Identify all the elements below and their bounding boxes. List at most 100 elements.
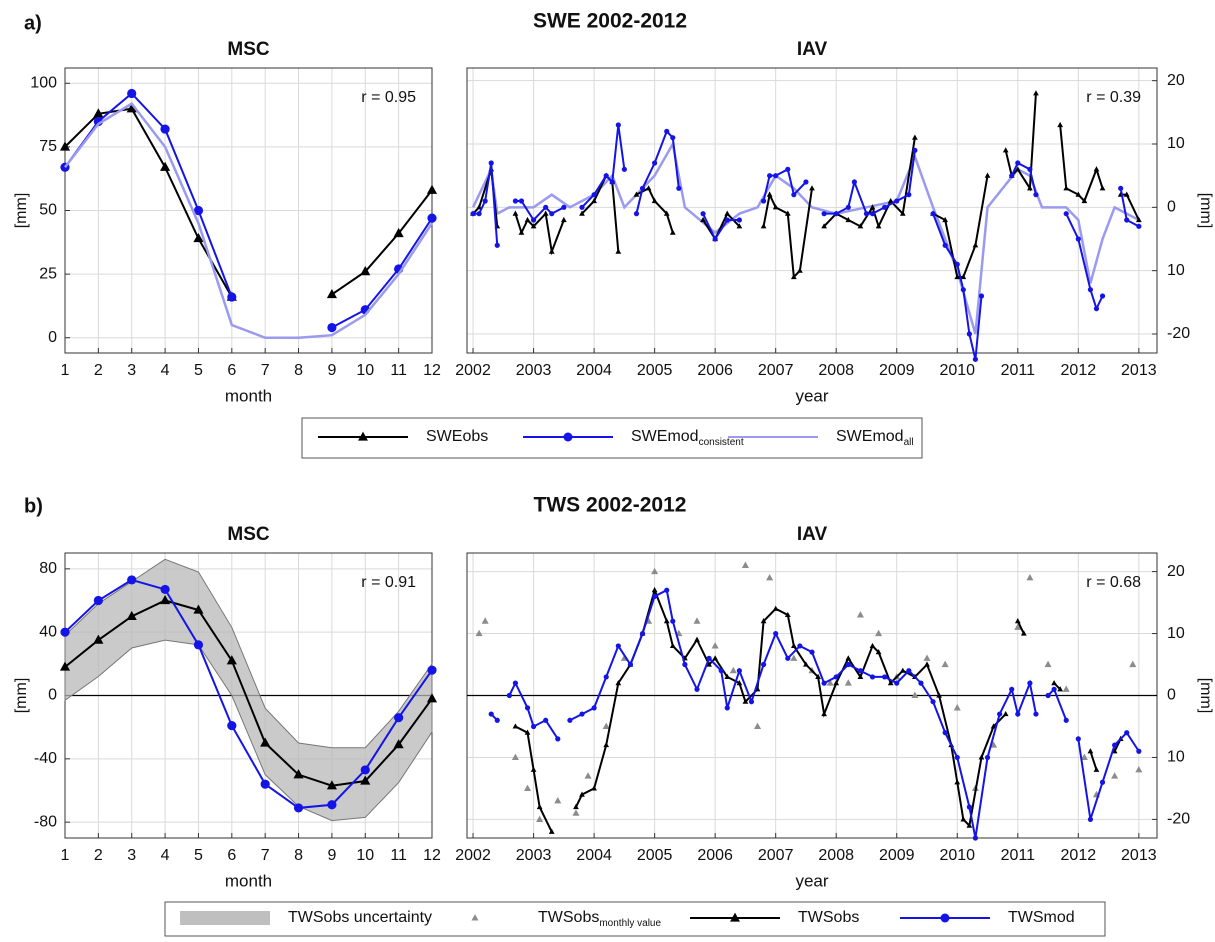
point <box>393 227 404 238</box>
point <box>942 242 948 248</box>
point <box>882 204 888 210</box>
x-axis-label: year <box>795 386 828 405</box>
point <box>670 135 676 141</box>
point <box>560 216 567 223</box>
point <box>193 232 204 243</box>
point <box>127 575 137 585</box>
point <box>966 331 972 337</box>
point <box>591 785 597 791</box>
legend-label: TWSobsmonthly value <box>538 909 661 928</box>
point <box>724 217 730 223</box>
point <box>1093 766 1100 772</box>
point <box>160 584 170 595</box>
point <box>260 779 270 789</box>
y-axis-label: [mm] <box>13 193 30 229</box>
point <box>729 666 737 674</box>
x-tick-label: 2010 <box>939 847 975 864</box>
point <box>524 729 531 735</box>
point <box>784 210 791 216</box>
point <box>579 791 585 797</box>
y-tick-label: -20 <box>1167 811 1190 828</box>
point <box>602 722 610 730</box>
x-tick-label: 9 <box>327 362 336 379</box>
point <box>736 223 743 229</box>
point <box>126 103 137 113</box>
point <box>1063 185 1070 191</box>
point <box>1118 185 1124 191</box>
point <box>651 197 658 204</box>
point <box>488 160 494 166</box>
point <box>676 185 682 191</box>
point <box>760 661 767 668</box>
plot-area <box>59 558 438 822</box>
point <box>591 705 597 711</box>
point <box>790 273 797 280</box>
y-tick-label: 0 <box>1167 687 1176 704</box>
legend-label: SWEobs <box>426 428 488 445</box>
point <box>1014 166 1021 172</box>
point <box>748 699 755 705</box>
legend-label: TWSobs <box>798 909 859 926</box>
legend-label: TWSobs uncertainty <box>288 909 432 926</box>
y-tick-label: 100 <box>30 74 57 91</box>
point <box>664 128 670 134</box>
x-tick-label: 2007 <box>758 847 794 864</box>
point <box>326 288 337 299</box>
plot-area <box>475 561 1143 841</box>
x-tick-label: 2009 <box>879 362 915 379</box>
point <box>1002 710 1009 717</box>
point <box>530 217 537 223</box>
point <box>621 166 627 172</box>
x-tick-label: 2003 <box>516 362 552 379</box>
point <box>1099 293 1106 299</box>
x-tick-label: 2013 <box>1121 362 1157 379</box>
point <box>833 674 839 680</box>
point <box>724 210 731 216</box>
point <box>543 717 549 723</box>
y-tick-label: -40 <box>34 750 57 767</box>
point <box>603 674 609 680</box>
annotation: r = 0.95 <box>361 89 416 106</box>
point <box>930 699 936 705</box>
y-tick-label: 20 <box>1167 72 1185 89</box>
y-axis-label: [mm] <box>1197 678 1214 714</box>
point <box>693 617 701 624</box>
point <box>923 654 931 661</box>
point <box>524 784 532 791</box>
point <box>790 654 798 661</box>
point <box>1009 173 1015 179</box>
point <box>573 803 579 810</box>
point <box>603 741 610 748</box>
legend-label: TWSmod <box>1008 909 1075 926</box>
point <box>712 655 719 661</box>
point <box>972 835 979 841</box>
point <box>1063 211 1069 217</box>
point <box>815 673 821 679</box>
point <box>59 141 71 151</box>
series-line <box>64 101 434 339</box>
point <box>694 686 700 692</box>
point <box>518 198 525 204</box>
point <box>1093 166 1100 172</box>
point <box>724 673 731 679</box>
point <box>1099 779 1106 785</box>
point <box>663 210 670 216</box>
x-tick-label: 2006 <box>697 847 733 864</box>
legend-name: TWSobs <box>538 909 599 926</box>
point <box>327 800 337 810</box>
legend-sub: all <box>904 437 914 448</box>
annotation: r = 0.39 <box>1086 89 1141 106</box>
point <box>906 668 912 674</box>
point <box>821 223 827 229</box>
chart-title: IAV <box>797 524 828 545</box>
point <box>360 775 371 785</box>
point <box>856 611 864 618</box>
point <box>1063 717 1069 723</box>
panel-title: SWE 2002-2012 <box>533 10 687 33</box>
x-tick-label: 5 <box>194 362 203 379</box>
point <box>1075 236 1081 242</box>
point <box>652 160 658 166</box>
point <box>1057 686 1064 692</box>
x-tick-label: 3 <box>127 847 136 864</box>
